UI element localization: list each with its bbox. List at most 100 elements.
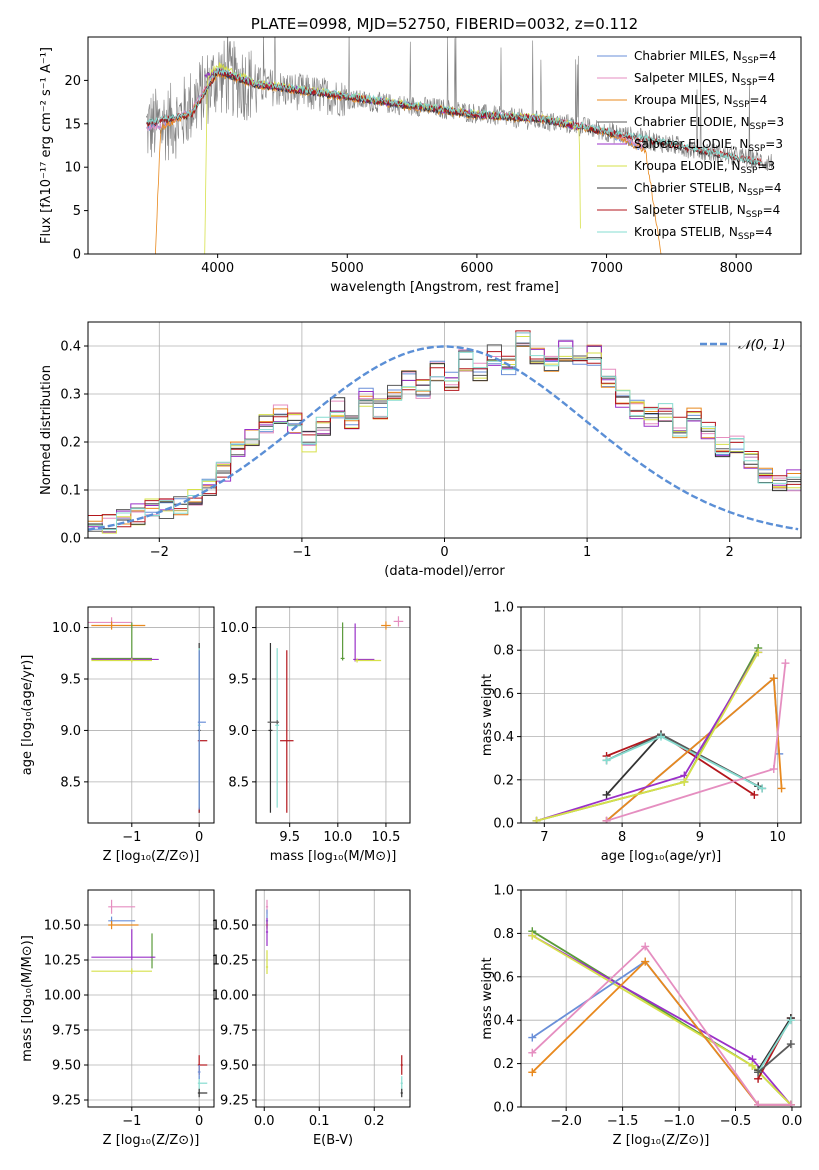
series-line: [531, 960, 791, 1106]
x-tick-label: 0.0: [782, 1114, 803, 1129]
series-line: [757, 1019, 792, 1073]
x-tick-label: 0: [195, 1114, 203, 1129]
y-tick-label: 0.0: [493, 817, 514, 832]
y-tick-label: 10.0: [220, 621, 249, 636]
legend-suffix: =4: [750, 93, 768, 107]
y-tick-label: 10.50: [212, 919, 249, 934]
y-tick-label: 8.5: [60, 775, 81, 790]
model-spectrum-line: [204, 62, 581, 254]
series-line: [605, 733, 759, 796]
mass-weight-series: [528, 942, 795, 1107]
legend-name: Salpeter STELIB, N: [634, 203, 746, 217]
x-axis-label: mass [log₁₀(M/M⊙)]: [270, 849, 397, 864]
y-tick-label: 0.4: [493, 730, 514, 745]
errorbar-point: [197, 650, 206, 810]
legend-sub: SSP: [748, 144, 765, 154]
legend-label: Kroupa MILES, NSSP=4: [634, 93, 767, 110]
legend-name: Kroupa STELIB, N: [634, 225, 738, 239]
errorbar-point: [197, 1065, 201, 1079]
y-tick-label: 0.6: [493, 970, 514, 985]
y-tick-label: 0.8: [493, 927, 514, 942]
panel-massweight-vs-Z: −2.0 −1.5 −1.0 −0.5 0.0 0.0 0.2 0.4 0.6 0.8 1.0 Z […: [480, 884, 802, 1149]
legend-name: Kroupa ELODIE, N: [634, 159, 741, 173]
x-tick-label: 0.2: [364, 1114, 385, 1129]
x-tick-label: −0.5: [720, 1114, 752, 1129]
y-tick-label: 0.2: [60, 436, 81, 451]
y-tick-label: 9.5: [228, 673, 249, 688]
legend-suffix: =4: [755, 225, 773, 239]
model-spectrum-line: [146, 66, 762, 166]
legend-sub: SSP: [746, 210, 763, 220]
axes-frame: [87, 606, 215, 824]
legend: 𝒩(0, 1): [700, 338, 785, 353]
errorbar-point: [268, 643, 273, 813]
errorbar-point: [400, 1055, 403, 1075]
legend-name: Salpeter ELODIE, N: [634, 137, 748, 151]
plot-area: [88, 617, 208, 813]
x-axis-label: wavelength [Angstrom, rest frame]: [330, 280, 559, 295]
errorbar-point: [353, 623, 375, 662]
legend-label: Kroupa ELODIE, NSSP=3: [634, 159, 775, 176]
x-tick-label: 0: [195, 830, 203, 845]
errorbar-point: [108, 916, 136, 925]
y-tick-label: 0.0: [493, 1101, 514, 1116]
y-tick-label: 0.3: [60, 388, 81, 403]
mass-weight-series: [602, 730, 759, 799]
y-tick-label: 9.75: [220, 1024, 249, 1039]
x-tick-label: 10.0: [323, 830, 352, 845]
x-tick-label: 0: [440, 545, 448, 560]
legend-sub: SSP: [733, 100, 750, 110]
legend-label: Chabrier ELODIE, NSSP=3: [634, 115, 784, 132]
x-tick-label: 5000: [331, 261, 364, 276]
x-tick-label: 2: [726, 545, 734, 560]
y-tick-label: 9.25: [220, 1094, 249, 1109]
errorbar-point: [280, 650, 294, 813]
x-axis-label: age [log₁₀(age/yr)]: [601, 849, 722, 864]
legend-sub: SSP: [738, 232, 755, 242]
errorbar-point: [197, 1088, 208, 1098]
y-tick-label: 10.25: [44, 954, 81, 969]
plot-area: [532, 644, 790, 823]
y-tick-label: 9.0: [228, 724, 249, 739]
x-tick-label: 9: [696, 830, 704, 845]
plot-area: [265, 899, 403, 1098]
series-line: [757, 1017, 792, 1071]
mass-weight-series: [528, 957, 795, 1107]
y-axis-label: age [log₁₀(age/yr)]: [20, 655, 35, 776]
legend-name: Salpeter MILES, N: [634, 71, 741, 85]
panel-age-vs-Z: −1 0 8.5 9.0 9.5 10.0 Z [log₁₀(Z/Z⊙)] age [log₁…: [20, 606, 215, 864]
legend-sub: SSP: [750, 122, 767, 132]
legend-label: Salpeter ELODIE, NSSP=3: [634, 137, 783, 154]
y-tick-label: 0.1: [60, 484, 81, 499]
y-tick-label: 9.75: [52, 1024, 81, 1039]
errorbar-point: [91, 658, 153, 663]
axes-frame: [255, 606, 411, 824]
y-tick-label: 0.4: [60, 340, 81, 355]
normal-curve-line: [88, 345, 799, 531]
errorbar-point: [381, 621, 391, 630]
y-tick-label: 10.0: [52, 621, 81, 636]
x-axis-label: E(B-V): [313, 1133, 353, 1148]
mass-weight-series: [528, 957, 795, 1107]
axes-frame: [87, 321, 802, 539]
legend-label: Salpeter STELIB, NSSP=4: [634, 203, 780, 220]
errorbar-point: [91, 622, 153, 661]
legend-name: Kroupa MILES, N: [634, 93, 733, 107]
legend-suffix: =4: [757, 71, 775, 85]
axes-frame: [520, 606, 802, 824]
y-tick-label: 10: [64, 161, 81, 176]
x-tick-label: −1: [122, 830, 141, 845]
errorbar-point: [265, 918, 269, 946]
axes-frame: [87, 889, 215, 1108]
errorbar-point: [108, 899, 136, 914]
errorbar-point: [91, 929, 156, 960]
errorbar-point: [150, 933, 154, 969]
y-tick-label: 0.2: [493, 1057, 514, 1072]
series-line: [536, 647, 759, 822]
errorbar-point: [400, 1076, 403, 1091]
legend-name: Chabrier STELIB, N: [634, 181, 747, 195]
x-tick-label: 10: [769, 830, 786, 845]
panel-massweight-vs-age: 7 8 9 10 0.0 0.2 0.4 0.6 0.8 1.0 age [log₁₀(age/yr…: [480, 601, 802, 864]
